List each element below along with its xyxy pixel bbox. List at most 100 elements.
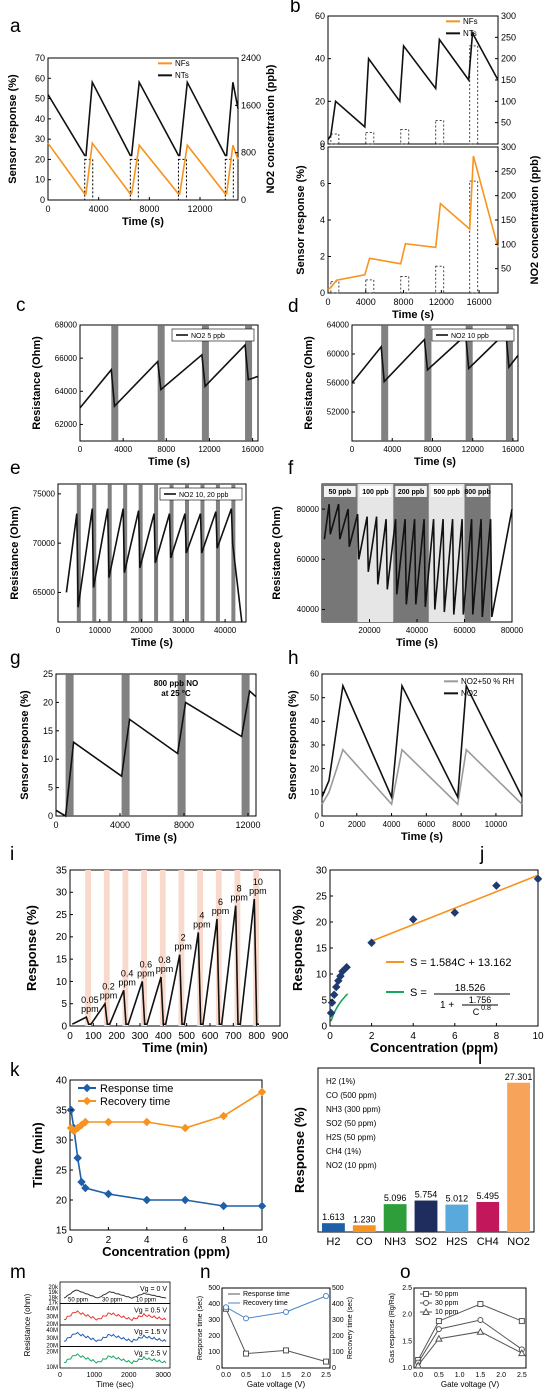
x-axis-label: Gate voltage (V) [441, 1380, 500, 1389]
zone-label: 500 ppb [433, 489, 459, 496]
y-tick-label: 25 [316, 891, 328, 902]
panel-letter-h: h [288, 648, 299, 669]
y-tick-label: 30 [35, 134, 45, 144]
y-axis-label: Time (min) [30, 1122, 45, 1188]
stack-trace [63, 1331, 167, 1343]
x-tick-label: 0 [325, 297, 330, 307]
y-tick-label: 30 [56, 1135, 68, 1146]
bar-value-label: 1.230 [353, 1214, 376, 1224]
exposure-band [157, 325, 165, 441]
x-tick-label: 100 [85, 1031, 102, 1042]
x-tick-label: 0.5 [241, 1372, 251, 1379]
x-axis-label: Time (s) [131, 637, 173, 649]
bar-h2 [322, 1223, 345, 1232]
panel-letter-j: j [479, 844, 484, 865]
y2-tick-label: 50 [501, 118, 511, 128]
x-tick-label: 2.5 [321, 1372, 331, 1379]
y-tick-label: 64000 [327, 321, 350, 330]
exposure-band [234, 870, 241, 1026]
panel-letter-c: c [16, 295, 26, 316]
series-line-0 [321, 748, 523, 806]
marker [219, 1111, 228, 1121]
legend-entry: NO2 [461, 689, 478, 698]
x-tick-label: 0 [58, 1372, 62, 1379]
x-tick-label: 800 [248, 1031, 265, 1042]
exposure-band [245, 325, 253, 441]
zone-label-bg [359, 486, 392, 497]
bar-category-label: CH4 [477, 1236, 499, 1248]
x-tick-label: 60000 [453, 626, 476, 635]
annotation-text: at 25 °C [161, 689, 191, 698]
panel-letter-b1: b [290, 0, 301, 17]
y-tick-label: 10 [35, 175, 45, 185]
plot-frame-k [69, 1079, 263, 1231]
y-axis-label: Sensor response (%) [19, 690, 31, 800]
panel-c: 0 4000 8000 12000 16000 62000 64000 66000 68000 T… [31, 321, 264, 468]
y-tick-label: 30 [56, 888, 68, 899]
x-tick-label: 300 [132, 1031, 149, 1042]
y-tick-label: 2.0 [402, 1312, 412, 1319]
panel-i: 0.05ppm0.2ppm0.4ppm0.6ppm0.8ppm2ppm4ppm6… [24, 865, 289, 1055]
y-tick-label: 300 [208, 1317, 220, 1324]
x-tick-label: 8 [221, 1235, 227, 1246]
y2-tick-label: 800 [241, 148, 256, 158]
zone-label: 100 ppb [362, 489, 388, 496]
y-tick-label: 20 [43, 697, 53, 707]
series-line-1 [47, 79, 239, 157]
legend-entry: 30 ppm [435, 1300, 459, 1307]
legend-box [431, 328, 515, 342]
panel-n: 0.0 0.5 1.0 1.5 2.0 2.50100200300400500010020… [197, 1285, 354, 1389]
x-tick-label: 10000 [485, 820, 508, 829]
bar-category-label: H2 [326, 1236, 340, 1248]
exposure-band [122, 870, 129, 1026]
data-point [450, 908, 460, 917]
x-tick-label: 8000 [157, 445, 175, 454]
y-tick-label: 5 [321, 995, 327, 1006]
linear-fit-equation: S = 1.584C + 13.162 [410, 957, 512, 969]
x-tick-label: 0.5 [434, 1372, 444, 1379]
x-tick-label: 2.0 [301, 1372, 311, 1379]
y-tick-label: 25 [56, 910, 68, 921]
gas-legend-entry: CO (500 ppm) [326, 1091, 377, 1100]
x-tick-label: 0 [67, 1235, 73, 1246]
exposure-band [85, 870, 91, 1026]
x-tick-label: 2000 [348, 820, 366, 829]
y-tick-label: 70 [35, 53, 45, 63]
marker [243, 1350, 249, 1357]
marker [104, 1117, 113, 1127]
y-tick-label: 50 [35, 94, 45, 104]
concentration-step [330, 133, 340, 145]
y-tick-label: 25 [43, 669, 53, 679]
y-tick-label: 52000 [327, 408, 350, 417]
y-tick-label: 75000 [33, 490, 56, 499]
y2-tick-label: 200 [501, 54, 516, 64]
x-tick-label: 4 [410, 1031, 416, 1042]
x-tick-label: 8000 [394, 297, 414, 307]
concentration-step [400, 275, 410, 294]
exposure-band [107, 484, 112, 622]
legend-marker [82, 1096, 92, 1106]
legend-entry: 10 ppm [435, 1309, 459, 1316]
zone-label: 50 ppb [329, 489, 352, 496]
x-tick-label: 700 [225, 1031, 242, 1042]
x-tick-label: 8000 [139, 204, 159, 214]
x-tick-label: 4000 [383, 820, 401, 829]
x-tick-label: 4000 [356, 297, 376, 307]
gas-legend-entry: H2S (50 ppm) [326, 1133, 376, 1142]
concentration-unit: ppm [156, 964, 174, 974]
exposure-band [253, 870, 259, 1026]
x-tick-label: 6000 [417, 820, 435, 829]
panel-g: 0 4000 8000 12000 0 5 10 15 20 25 Time (s) Sensor r… [19, 669, 261, 844]
x-tick-label: 12000 [198, 445, 221, 454]
panel-letter-f: f [288, 458, 294, 479]
y-axis-label: Resistance (Ohm) [303, 336, 315, 430]
gas-legend-entry: H2 (1%) [326, 1077, 356, 1086]
bar-h2s [445, 1204, 469, 1232]
y2-axis-label: Recovery time (sec) [347, 1297, 354, 1359]
x-axis-label: Time (s) [396, 637, 438, 649]
y-axis-label: Sensor response (%) [7, 74, 19, 184]
x-tick-label: 10 [532, 1031, 544, 1042]
y-tick-label: 50 [310, 693, 319, 702]
